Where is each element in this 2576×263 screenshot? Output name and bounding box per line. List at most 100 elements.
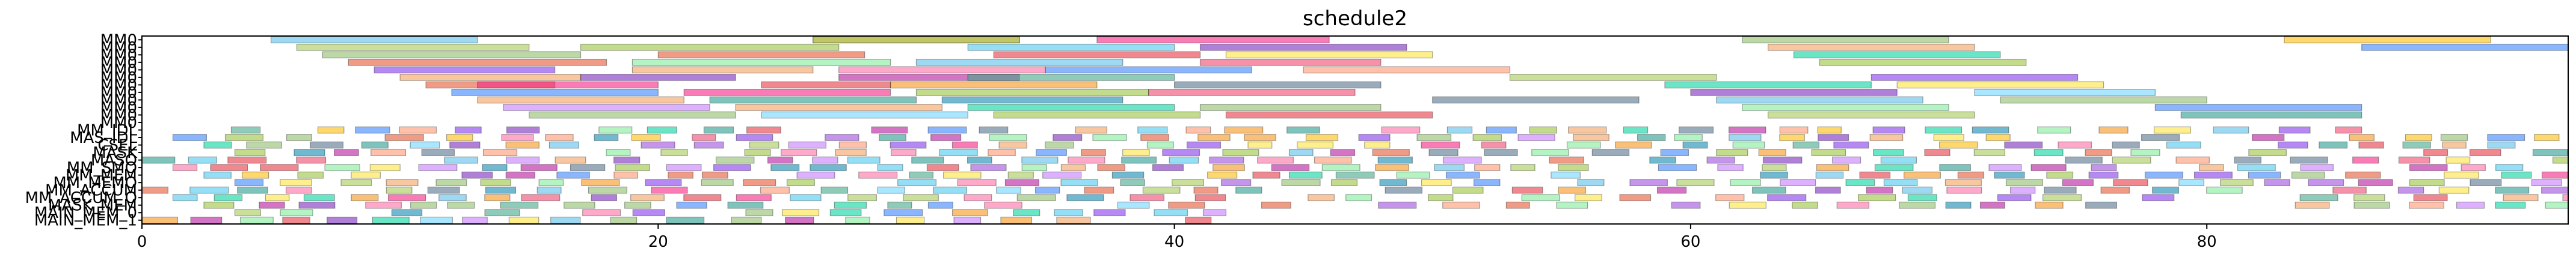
- task-block: [668, 171, 693, 179]
- task-block: [2042, 194, 2082, 202]
- task-block: [1732, 141, 1765, 149]
- task-block: [387, 194, 426, 202]
- task-bar: [373, 66, 556, 74]
- task-block: [240, 216, 274, 224]
- task-block: [2065, 156, 2103, 164]
- task-block: [2091, 164, 2117, 171]
- task-block: [727, 201, 764, 209]
- task-bar: [1716, 96, 1923, 104]
- task-block: [651, 186, 688, 194]
- task-block: [462, 216, 488, 224]
- task-block: [2461, 164, 2486, 171]
- task-block: [2153, 126, 2191, 134]
- task-block: [485, 186, 517, 194]
- task-block: [1945, 201, 1972, 209]
- task-block: [420, 216, 453, 224]
- task-block: [1859, 171, 1891, 179]
- task-block: [438, 194, 467, 202]
- task-block: [1185, 126, 1211, 134]
- task-block: [582, 209, 621, 217]
- task-block: [1377, 156, 1413, 164]
- task-block: [1066, 194, 1104, 202]
- task-bar: [1742, 104, 1949, 111]
- task-bar: [1871, 73, 2079, 81]
- task-block: [536, 186, 562, 194]
- task-block: [285, 186, 312, 194]
- task-block: [1042, 171, 1082, 179]
- task-block: [1577, 179, 1605, 187]
- task-block: [1244, 134, 1276, 141]
- task-block: [421, 149, 455, 156]
- task-bar: [2284, 36, 2491, 44]
- task-block: [743, 179, 776, 187]
- task-block: [1676, 179, 1715, 187]
- task-block: [1120, 179, 1145, 187]
- task-block: [1549, 156, 1584, 164]
- task-block: [2220, 179, 2254, 187]
- task-block: [1213, 164, 1245, 171]
- task-bar: [1690, 89, 1898, 96]
- task-block: [1716, 149, 1748, 156]
- task-block: [1122, 149, 1150, 156]
- task-block: [1092, 134, 1127, 141]
- task-block: [1510, 164, 1535, 171]
- task-block: [294, 149, 325, 156]
- task-block: [1375, 164, 1409, 171]
- task-block: [1833, 141, 1869, 149]
- task-block: [1679, 126, 1714, 134]
- task-block: [555, 156, 586, 164]
- task-block: [598, 126, 633, 134]
- task-block: [1152, 164, 1184, 171]
- task-block: [2352, 156, 2379, 164]
- task-block: [606, 149, 631, 156]
- task-block: [418, 164, 458, 171]
- task-bar: [683, 89, 891, 96]
- task-block: [1472, 134, 1502, 141]
- task-block: [610, 216, 638, 224]
- task-block: [1531, 149, 1569, 156]
- task-block: [2037, 126, 2071, 134]
- task-block: [1521, 194, 1560, 202]
- task-block: [1111, 171, 1145, 179]
- task-block: [2175, 156, 2210, 164]
- task-bar: [1173, 81, 1382, 89]
- task-block: [1558, 186, 1586, 194]
- task-block: [1792, 201, 1818, 209]
- task-block: [2141, 134, 2180, 141]
- task-block: [890, 141, 927, 149]
- task-block: [538, 179, 564, 187]
- task-block: [2440, 134, 2468, 141]
- task-bar: [477, 81, 659, 89]
- task-block: [2085, 201, 2117, 209]
- task-block: [1379, 179, 1407, 187]
- task-bar: [1199, 43, 1407, 51]
- task-block: [984, 201, 1022, 209]
- task-block: [1385, 186, 1422, 194]
- task-block: [2213, 126, 2249, 134]
- task-block: [1068, 156, 1105, 164]
- task-bar: [580, 43, 840, 51]
- task-block: [447, 201, 475, 209]
- task-block: [1873, 149, 1904, 156]
- task-block: [1529, 126, 1557, 134]
- task-block: [624, 201, 651, 209]
- task-block: [1505, 201, 1530, 209]
- task-block: [172, 134, 207, 141]
- row-label: MM0: [100, 39, 137, 57]
- task-block: [1421, 179, 1452, 187]
- task-block: [2030, 164, 2067, 171]
- task-block: [2442, 141, 2467, 149]
- task-bar: [1199, 58, 1382, 66]
- task-block: [1378, 201, 1417, 209]
- task-block: [683, 194, 722, 202]
- task-block: [505, 141, 539, 149]
- task-bar: [632, 58, 891, 66]
- task-bar: [296, 43, 530, 51]
- task-block: [1883, 179, 1918, 187]
- task-bar: [838, 66, 1046, 74]
- task-block: [241, 171, 269, 179]
- task-block: [461, 171, 493, 179]
- task-block: [386, 186, 413, 194]
- task-block: [455, 126, 482, 134]
